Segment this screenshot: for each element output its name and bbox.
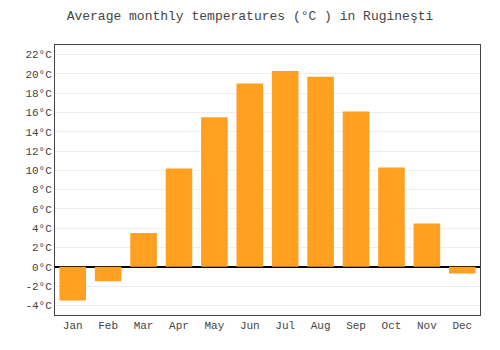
svg-text:0°C: 0°C — [32, 262, 52, 274]
svg-text:Oct: Oct — [382, 320, 402, 332]
svg-text:8°C: 8°C — [32, 184, 52, 196]
svg-text:Jul: Jul — [275, 320, 295, 332]
svg-text:-2°C: -2°C — [25, 281, 52, 293]
svg-text:16°C: 16°C — [25, 107, 52, 119]
svg-text:12°C: 12°C — [25, 146, 52, 158]
svg-text:-4°C: -4°C — [25, 300, 52, 312]
svg-text:Sep: Sep — [346, 320, 366, 332]
svg-text:Aug: Aug — [311, 320, 331, 332]
svg-text:Average monthly temperatures (: Average monthly temperatures (°C ) in Ru… — [67, 9, 434, 24]
svg-text:Mar: Mar — [134, 320, 154, 332]
svg-text:22°C: 22°C — [25, 49, 52, 61]
svg-text:Jan: Jan — [63, 320, 83, 332]
svg-text:18°C: 18°C — [25, 88, 52, 100]
svg-text:Dec: Dec — [452, 320, 472, 332]
svg-text:Apr: Apr — [169, 320, 189, 332]
svg-text:Jun: Jun — [240, 320, 260, 332]
svg-text:May: May — [204, 320, 224, 332]
svg-text:Nov: Nov — [417, 320, 437, 332]
svg-text:Feb: Feb — [98, 320, 118, 332]
svg-text:10°C: 10°C — [25, 165, 52, 177]
svg-text:4°C: 4°C — [32, 223, 52, 235]
svg-text:14°C: 14°C — [25, 127, 52, 139]
svg-text:2°C: 2°C — [32, 242, 52, 254]
svg-text:6°C: 6°C — [32, 204, 52, 216]
svg-text:20°C: 20°C — [25, 69, 52, 81]
